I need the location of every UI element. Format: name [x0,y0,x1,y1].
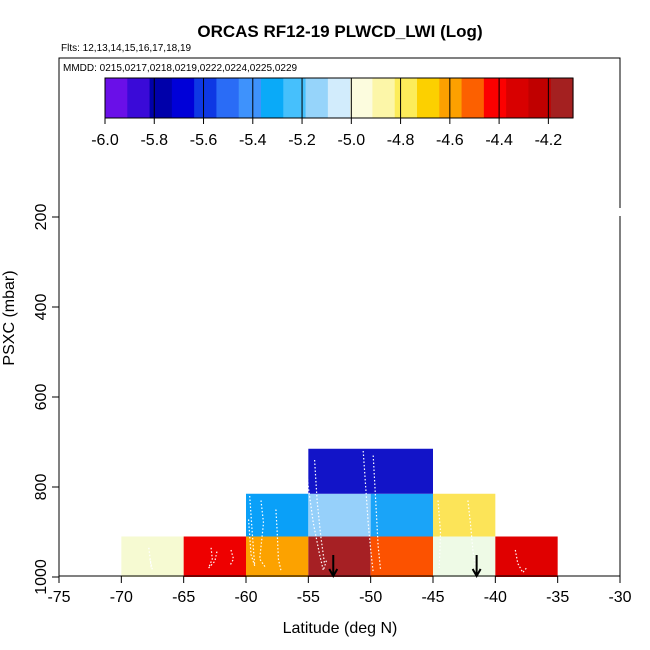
flight-track-12 [514,549,527,574]
x-tick-label-8: -35 [546,589,569,606]
colorbar-tick-label-3: -5.4 [239,132,267,149]
colorbar-tick-label-5: -5.0 [338,132,366,149]
heatmap-cell-0 [121,536,184,577]
heatmap-cell-3 [308,536,371,577]
x-tick-label-5: -50 [359,589,382,606]
colorbar-swatch-0 [105,78,128,118]
colorbar-swatch-17 [483,78,507,118]
flights-label: Flts: 12,13,14,15,16,17,18,19 [61,43,192,54]
colorbar-swatch-4 [194,78,218,118]
heatmap-cell-11 [308,448,433,494]
x-tick-label-1: -70 [110,589,133,606]
heatmap-cell-1 [183,536,246,577]
colorbar-swatch-5 [216,78,240,118]
colorbar-swatch-16 [461,78,485,118]
colorbar-swatch-7 [261,78,284,118]
heatmap-cell-6 [495,536,558,577]
heatmap-cell-9 [370,493,433,537]
mmdd-label: MMDD: 0215,0217,0218,0219,0222,0224,0225… [63,63,298,74]
x-tick-label-0: -75 [47,589,70,606]
heatmap-cell-8 [308,493,371,537]
x-tick-label-2: -65 [172,589,195,606]
flight-track-1 [208,547,218,569]
colorbar-swatch-19 [528,78,552,118]
flight-track-2 [229,549,235,567]
colorbar-tick-label-4: -5.2 [288,132,316,149]
y-tick-label-2: 600 [33,384,50,411]
colorbar-swatch-14 [417,78,440,118]
flight-track-10 [437,500,442,569]
x-tick-label-6: -45 [421,589,444,606]
heatmap-cell-4 [370,536,433,577]
colorbar-tick-label-2: -5.6 [190,132,218,149]
colorbar-swatch-15 [439,78,463,118]
flight-track-6 [304,450,328,573]
x-tick-label-9: -30 [608,589,631,606]
colorbar-swatch-10 [327,78,351,118]
colorbar-swatch-20 [550,78,574,118]
flight-track-4 [259,500,267,569]
plot-area [121,448,558,579]
flight-track-11 [467,500,476,569]
y-tick-label-4: 1000 [33,559,50,595]
y-axis-label: PSXC (mbar) [1,270,18,365]
colorbar-tick-label-1: -5.8 [140,132,168,149]
colorbar-tick-label-9: -4.2 [535,132,563,149]
colorbar-swatch-9 [305,78,329,118]
axes: -75 -70 -65 -60 -55 -50 -45 -40 -35 -30 200 400 600 8… [33,57,632,606]
colorbar: -6.0 -5.8 -5.6 -5.4 -5.2 -5.0 -4.8 -4.6 -4.4 -4.2 [91,77,574,149]
heatmap-cell-2 [246,536,309,577]
heatmap-cell-5 [433,536,496,577]
colorbar-swatch-12 [372,78,396,118]
colorbar-swatch-3 [171,78,195,118]
chart-title: ORCAS RF12-19 PLWCD_LWI (Log) [197,22,482,41]
colorbar-swatch-2 [149,78,173,118]
colorbar-swatch-8 [283,78,307,118]
colorbar-swatch-1 [127,78,151,118]
colorbar-tick-label-8: -4.4 [485,132,513,149]
heatmap-cell-10 [433,493,496,537]
colorbar-tick-label-7: -4.6 [436,132,464,149]
heatmap-cell-7 [246,493,309,537]
y-tick-label-1: 400 [33,294,50,321]
colorbar-tick-label-0: -6.0 [91,132,119,149]
colorbar-swatch-11 [350,78,374,118]
y-tick-label-3: 800 [33,474,50,501]
x-axis-label: Latitude (deg N) [283,620,398,637]
colorbar-swatch-6 [238,78,262,118]
y-tick-label-0: 200 [33,204,50,231]
flight-track-9 [372,455,382,571]
colorbar-tick-label-6: -4.8 [387,132,415,149]
x-tick-label-4: -55 [297,589,320,606]
x-tick-label-7: -40 [484,589,507,606]
colorbar-swatch-18 [506,78,530,118]
flight-track-5 [275,509,282,571]
colorbar-swatch-13 [394,78,418,118]
x-tick-label-3: -60 [234,589,257,606]
flight-track-0 [148,547,154,571]
